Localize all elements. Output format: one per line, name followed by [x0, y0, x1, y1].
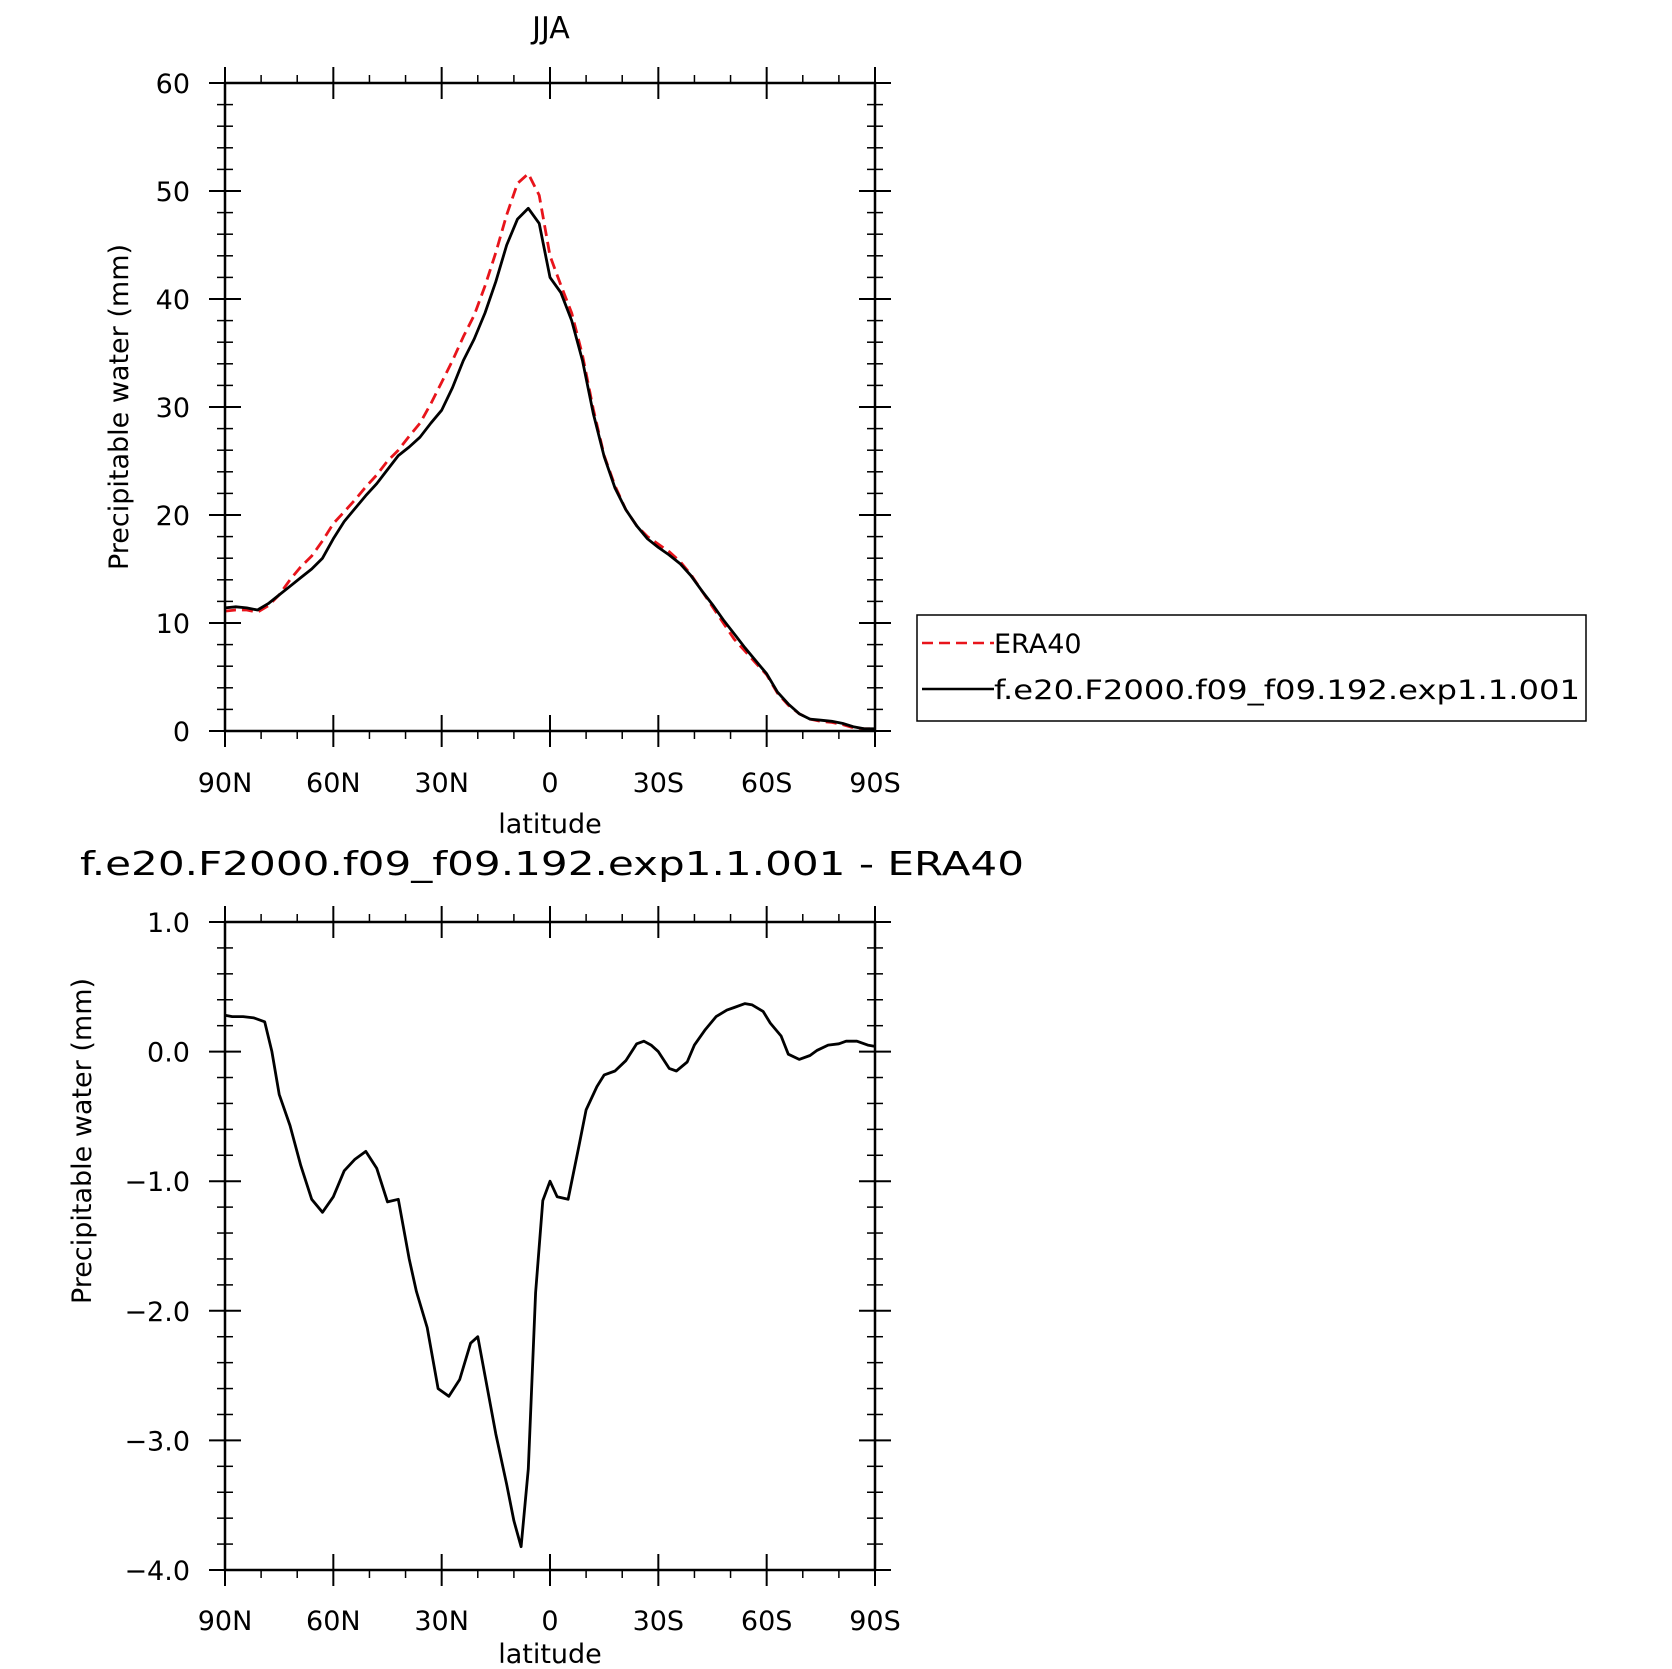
top-x-tick-label: 30N — [414, 768, 469, 799]
bottom-y-tick-label: 0.0 — [147, 1038, 190, 1069]
bottom-chart-y-axis-label: Precipitable water (mm) — [67, 978, 98, 1304]
top-series-line-1 — [224, 206, 875, 731]
bottom-chart-lines — [224, 1002, 876, 1549]
top-y-tick-label: 40 — [156, 285, 190, 316]
top-y-tick-label: 50 — [156, 177, 190, 208]
legend-entry-model: f.e20.F2000.f09_f09.192.exp1.1.001 — [994, 675, 1580, 706]
top-chart-title: JJA — [530, 11, 570, 46]
top-chart-lines — [224, 172, 875, 731]
bottom-panel: f.e20.F2000.f09_f09.192.exp1.1.001 - ERA… — [67, 844, 1024, 1669]
bottom-x-tick-label: 30S — [633, 1606, 685, 1637]
bottom-y-tick-label: −4.0 — [124, 1556, 190, 1587]
bottom-chart-plot-frame — [223, 920, 877, 1572]
top-chart-x-axis-label: latitude — [498, 809, 602, 840]
top-series-line-0 — [224, 172, 875, 731]
bottom-chart-title: f.e20.F2000.f09_f09.192.exp1.1.001 - ERA… — [80, 844, 1024, 883]
bottom-x-tick-label: 90S — [849, 1606, 901, 1637]
bottom-y-tick-label: 1.0 — [147, 908, 190, 939]
legend-entry-era40: ERA40 — [994, 629, 1082, 660]
bottom-x-tick-label: 60S — [741, 1606, 793, 1637]
bottom-y-tick-label: −2.0 — [124, 1297, 190, 1328]
bottom-y-tick-label: −1.0 — [124, 1167, 190, 1198]
bottom-chart-x-axis-label: latitude — [498, 1639, 602, 1669]
top-chart-ticks: 90N 60N 30N 0 30S 60S 90S 0 10 20 30 40 50 60 — [156, 67, 901, 799]
bottom-x-tick-label: 30N — [414, 1606, 469, 1637]
top-x-tick-label: 90S — [849, 768, 901, 799]
top-y-tick-label: 0 — [173, 717, 190, 748]
top-y-tick-label: 30 — [156, 393, 190, 424]
top-panel: JJA 90N 60N 30N 0 30S 60S 90S 0 10 20 30 40 50 60 Pre… — [104, 11, 901, 840]
bottom-series-line-0 — [224, 1002, 876, 1549]
bottom-x-tick-label: 90N — [198, 1606, 253, 1637]
legend: ERA40 f.e20.F2000.f09_f09.192.exp1.1.001 — [916, 614, 1587, 722]
bottom-x-tick-label: 0 — [541, 1606, 558, 1637]
bottom-y-tick-label: −3.0 — [124, 1426, 190, 1457]
top-y-tick-label: 20 — [156, 501, 190, 532]
top-x-tick-label: 0 — [541, 768, 558, 799]
top-chart-plot-frame — [223, 81, 877, 733]
bottom-x-tick-label: 60N — [306, 1606, 361, 1637]
top-x-tick-label: 30S — [633, 768, 685, 799]
top-x-tick-label: 60S — [741, 768, 793, 799]
top-y-tick-label: 60 — [156, 69, 190, 100]
top-x-tick-label: 60N — [306, 768, 361, 799]
top-chart-y-axis-label: Precipitable water (mm) — [104, 244, 135, 570]
top-y-tick-label: 10 — [156, 609, 190, 640]
top-x-tick-label: 90N — [198, 768, 253, 799]
legend-box — [916, 614, 1587, 722]
